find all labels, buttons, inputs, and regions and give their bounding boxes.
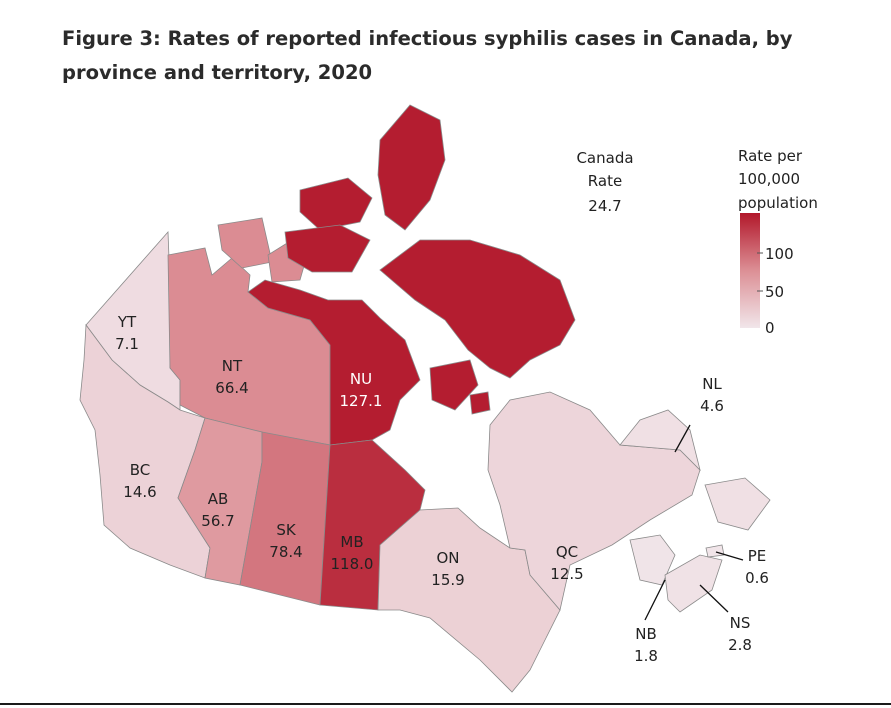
canada-rate-annotation: Canada Rate 24.7: [576, 149, 633, 215]
nl-leader-line: [674, 424, 691, 453]
label-nt-rate: 66.4: [215, 379, 248, 397]
region-nu-island-belcher: [469, 391, 491, 415]
bottom-rule: [0, 703, 891, 705]
label-ns-code: NS: [730, 614, 751, 632]
region-qc: [487, 391, 701, 611]
pe-leader-line: [715, 551, 744, 561]
label-nt: NT 66.4: [215, 357, 248, 397]
region-nb: [629, 534, 676, 586]
figure-title: Figure 3: Rates of reported infectious s…: [62, 27, 793, 84]
legend-tick-label-0: 0: [765, 319, 775, 337]
label-ns-rate: 2.8: [728, 636, 752, 654]
label-sk-rate: 78.4: [269, 543, 302, 561]
region-nu-island-devon: [299, 177, 373, 231]
label-pe-rate: 0.6: [745, 569, 769, 587]
nb-leader-line: [644, 579, 666, 621]
label-nl-rate: 4.6: [700, 397, 724, 415]
label-ab-code: AB: [208, 490, 229, 508]
label-ab: AB 56.7: [201, 490, 234, 530]
label-qc-code: QC: [556, 543, 578, 561]
legend-title-line1: Rate per: [738, 147, 803, 165]
ns-leader-line: [699, 584, 729, 613]
region-nt-island-1: [217, 217, 273, 269]
legend-title-line3: population: [738, 194, 818, 212]
region-nl: [619, 409, 701, 472]
region-nu-island-baffin: [379, 239, 576, 379]
canada-rate-value: 24.7: [588, 197, 621, 215]
label-mb: MB 118.0: [331, 533, 374, 573]
region-nu-island-ellesmere: [377, 104, 446, 231]
region-sk: [239, 431, 331, 606]
legend-color-bar: [740, 213, 760, 328]
label-nt-code: NT: [222, 357, 243, 375]
canada-rate-line2: Rate: [588, 172, 622, 190]
label-yt: YT 7.1: [115, 313, 139, 353]
region-nu-island-southampton: [429, 359, 479, 411]
region-nu-island-victoria: [284, 224, 371, 273]
legend-title-line2: 100,000: [738, 170, 800, 188]
label-nu: NU 127.1: [340, 370, 383, 410]
label-ab-rate: 56.7: [201, 512, 234, 530]
legend-tick-label-100: 100: [765, 245, 794, 263]
label-bc-code: BC: [130, 461, 151, 479]
label-yt-code: YT: [117, 313, 137, 331]
label-nl-code: NL: [702, 375, 722, 393]
label-yt-rate: 7.1: [115, 335, 139, 353]
label-on-rate: 15.9: [431, 571, 464, 589]
label-bc: BC 14.6: [123, 461, 156, 501]
label-mb-rate: 118.0: [331, 555, 374, 573]
label-on-code: ON: [436, 549, 459, 567]
region-nu: [247, 279, 421, 446]
label-nb-rate: 1.8: [634, 647, 658, 665]
label-nb: NB 1.8: [634, 625, 658, 665]
region-on: [377, 507, 561, 693]
label-mb-code: MB: [340, 533, 363, 551]
region-pe: [705, 544, 725, 558]
label-pe-code: PE: [748, 547, 767, 565]
label-nl: NL 4.6: [700, 375, 724, 415]
region-ns: [664, 554, 723, 613]
color-legend: Rate per 100,000 population 100 50 0: [738, 147, 818, 337]
label-qc-rate: 12.5: [550, 565, 583, 583]
label-bc-rate: 14.6: [123, 483, 156, 501]
label-pe: PE 0.6: [745, 547, 769, 587]
legend-tick-label-50: 50: [765, 283, 784, 301]
canada-rate-line1: Canada: [576, 149, 633, 167]
region-nl-island: [704, 477, 771, 531]
label-sk-code: SK: [276, 521, 297, 539]
label-sk: SK 78.4: [269, 521, 302, 561]
label-nu-rate: 127.1: [340, 392, 383, 410]
label-nu-code: NU: [350, 370, 372, 388]
label-qc: QC 12.5: [550, 543, 583, 583]
label-on: ON 15.9: [431, 549, 464, 589]
label-nb-code: NB: [635, 625, 657, 643]
label-ns: NS 2.8: [728, 614, 752, 654]
